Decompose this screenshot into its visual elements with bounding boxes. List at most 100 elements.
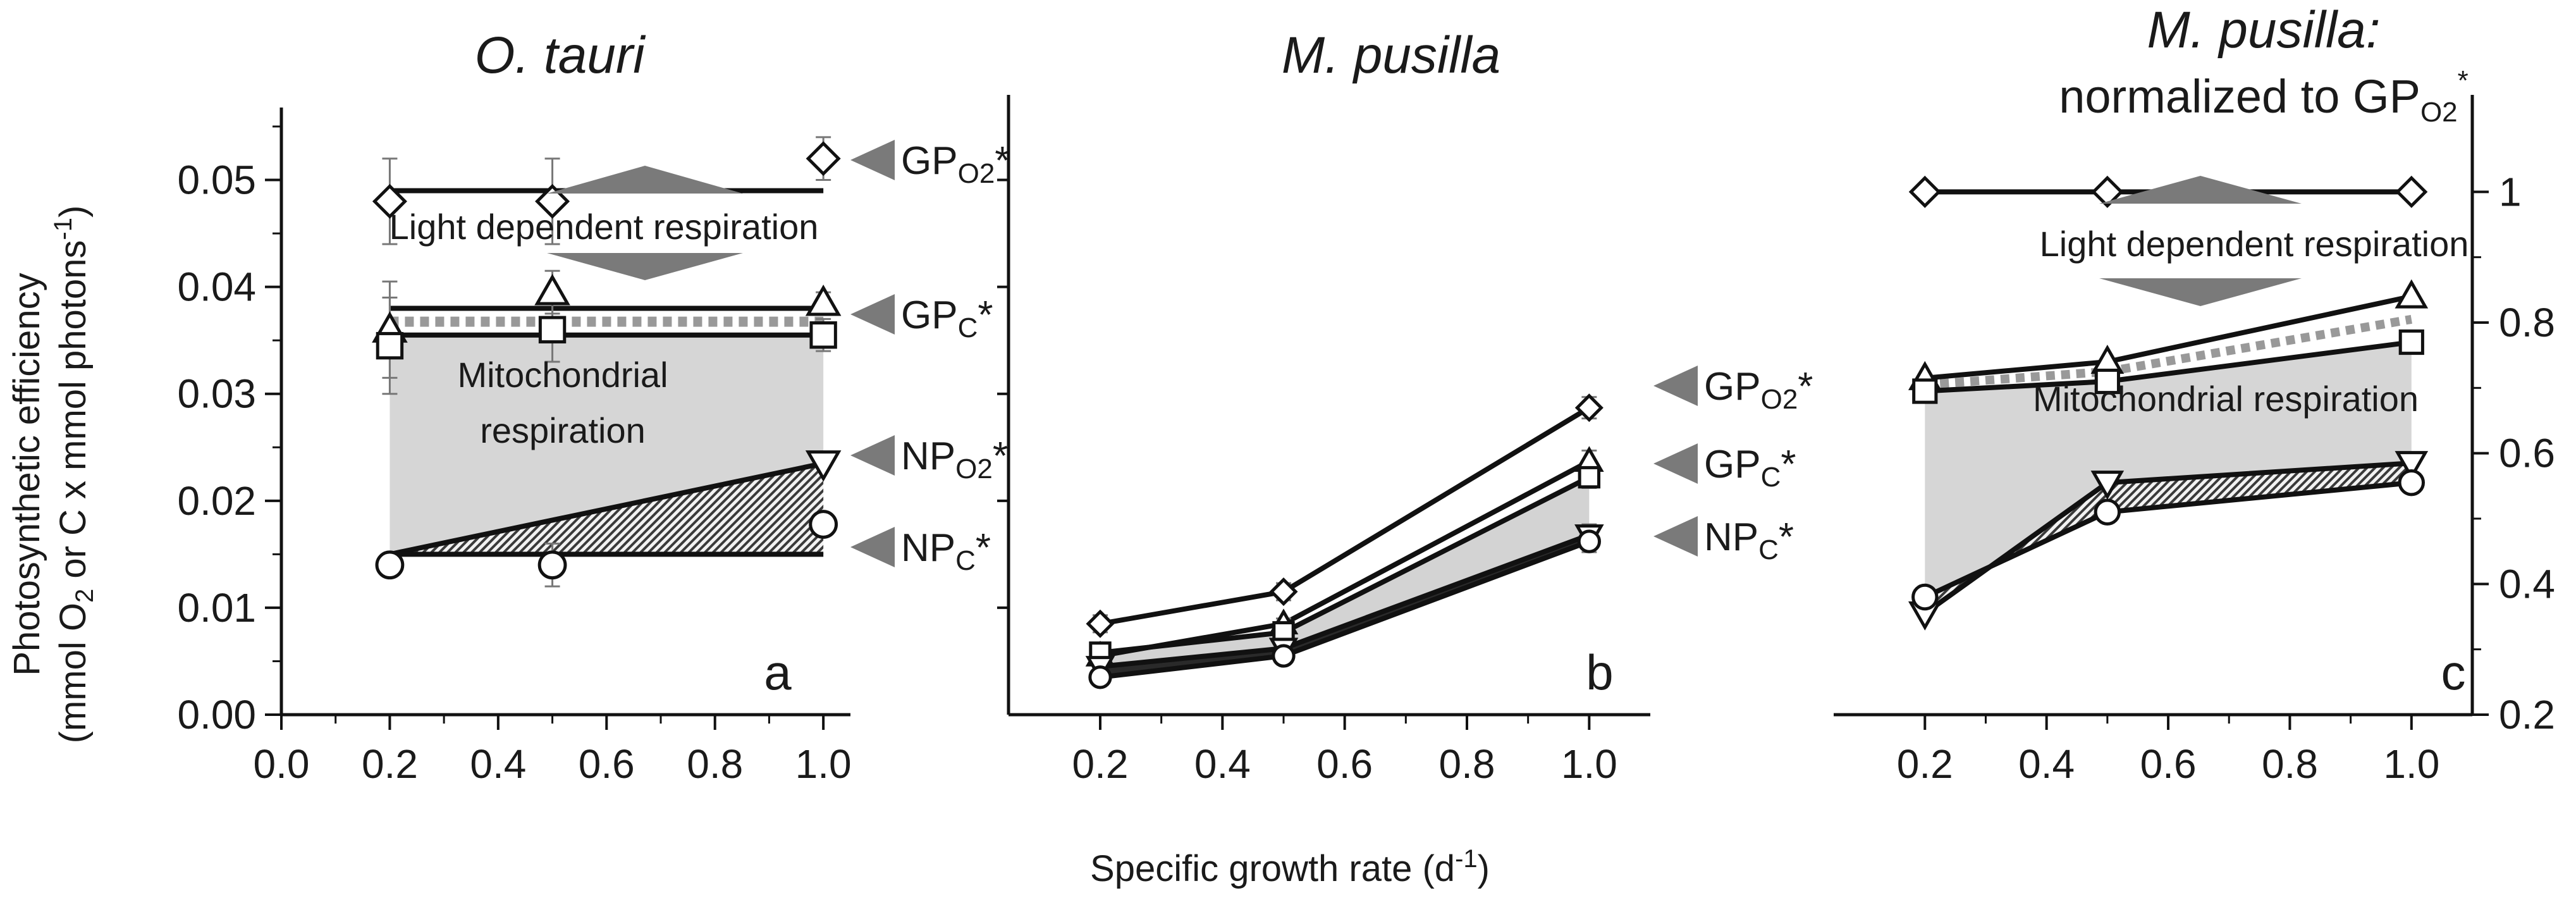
legend-arrow-gpo2-b [1653,366,1698,406]
point-a-square [376,331,404,360]
panel-c-y-tick-label: 0.6 [2499,431,2555,476]
np-difference-area-c [1925,463,2412,613]
legend-arrow-gpc-b [1653,443,1698,484]
legend-arrow-npc-a [850,527,895,567]
legend-npo2-a: NPO2* [901,435,1008,484]
panel-b: M. pusilla 0.2 0.4 0.6 0.8 1.0 GPO2* GPC* NP… [997,27,1813,889]
legend-gpc-a: GPC* [901,293,993,343]
x-axis-label: Specific growth rate (d-1) [1090,845,1490,889]
panel-c-light-respiration-label: Light dependent respiration [2040,224,2469,264]
panel-b-fill-areas [1100,477,1590,677]
panel-c-up-arrow [2099,176,2302,204]
panel-c-mito-label: Mitochondrial respiration [2033,379,2419,419]
point-b-square [1578,465,1601,489]
panel-c-x-tick-label: 0.2 [1897,741,1953,787]
legend-arrow-npc-b [1653,516,1698,557]
panel-a-y-tick-label: 0.01 [177,585,256,631]
panel-a-y-tick-label: 0.03 [177,371,256,417]
panel-a-down-arrow [547,253,743,280]
y-axis-label-line1: Photosynthetic efficiency [6,273,47,675]
point-a-circle [375,550,405,580]
panel-c-markers [1908,175,2429,631]
panel-a-legend: GPO2* GPC* NPO2* NPC* [850,139,1010,576]
panel-a-up-arrow [547,166,743,194]
legend-arrow-gpo2-a [850,140,895,180]
panel-b-letter: b [1586,644,1613,700]
panel-a-y-tick-label: 0.05 [177,157,256,203]
panel-a-y-tick-label: 0.02 [177,478,256,524]
panel-a-x-tick-label: 0.8 [687,741,743,787]
legend-arrow-npo2-a [850,435,895,476]
legend-arrow-gpc-a [850,294,895,335]
point-a-square [809,321,837,349]
panel-a-title: O. tauri [475,27,647,84]
point-a-diamond [806,141,841,176]
panel-c-y-tick-label: 0.8 [2499,300,2555,345]
point-c-triangle-up [2395,279,2429,309]
point-b-diamond [1086,609,1115,638]
point-c-square [1912,378,1938,404]
legend-npc-b: NPC* [1704,515,1794,565]
panel-a-x-tick-label: 0.4 [470,741,526,787]
panel-b-title: M. pusilla [1282,27,1500,84]
panel-c-down-arrow [2099,278,2302,306]
panel-c-y-tick-label: 0.4 [2499,561,2555,607]
point-c-diamond [2091,175,2124,208]
mito-respiration-area-a [389,335,824,555]
panel-a-x-tick-label: 0.0 [254,741,310,787]
panel-c-x-tick-label: 0.4 [2018,741,2075,787]
point-c-circle [2398,469,2426,496]
panel-a-markers [372,141,842,580]
point-c-square [2094,368,2120,395]
point-c-circle [1911,583,1939,611]
point-a-circle [809,510,838,539]
panel-c-subtitle: normalized to GPO2* [2059,65,2469,128]
legend-gpc-b: GPC* [1704,443,1796,493]
panel-c-y-tick-label: 1 [2499,169,2522,214]
panel-c-title: M. pusilla: [2147,1,2380,59]
panel-c-x-tick-label: 0.8 [2262,741,2318,787]
point-a-diamond [372,183,407,219]
point-b-circle [1577,529,1601,553]
y-axis-label-line2: (mmol O2 or C x mmol photons-1) [49,206,99,744]
legend-npc-a: NPC* [901,526,991,576]
point-b-circle [1088,665,1112,689]
point-c-diamond [1908,175,1941,208]
panel-b-x-tick-label: 1.0 [1561,741,1617,787]
point-c-square [2398,329,2424,355]
panel-a-x-tick-label: 1.0 [795,741,852,787]
panel-a-mito-label-2: respiration [480,410,645,450]
legend-gpo2-b: GPO2* [1704,365,1813,415]
panel-b-x-tick-label: 0.2 [1072,741,1129,787]
point-a-diamond [535,183,570,219]
panel-b-markers [1085,393,1604,689]
panel-c: M. pusilla: normalized to GPO2* 0.2 0.4 0.… [1834,1,2555,787]
point-a-triangle-up [534,274,570,305]
point-b-diamond [1574,393,1604,422]
point-a-triangle-down [805,450,842,482]
panel-a-axes: 0.0 0.2 0.4 0.6 0.8 1.0 0.00 0.01 0.02 0.03 0.04 0.… [177,108,852,787]
point-a-circle [537,550,567,580]
panel-a-light-respiration-label: Light dependent respiration [389,207,819,247]
point-a-square [538,316,567,343]
point-b-diamond [1269,577,1298,607]
mito-respiration-area-b [1100,477,1590,667]
legend-gpo2-a: GPO2* [901,139,1010,189]
point-c-diamond [2395,175,2428,208]
fit-line-a-triangle-down [389,460,824,557]
panel-c-axes: 0.2 0.4 0.6 0.8 1.0 0.2 0.4 0.6 0.8 1 [1834,95,2555,787]
panel-a-x-tick-label: 0.6 [579,741,635,787]
panel-c-y-tick-label: 0.2 [2499,692,2555,737]
panel-b-x-tick-label: 0.6 [1316,741,1373,787]
panel-a-letter: a [764,644,792,700]
panel-a: O. tauri 0.0 0.2 0.4 0.6 0.8 1.00.000.010.020… [6,27,1010,787]
panel-a-mito-label-1: Mitochondrial [457,355,668,395]
panel-a-x-tick-label: 0.2 [362,741,418,787]
panel-b-x-tick-label: 0.8 [1439,741,1495,787]
panel-b-legend: GPO2* GPC* NPC* [1653,365,1813,565]
panel-a-y-tick-label: 0.04 [177,264,256,310]
panel-a-y-tick-label: 0.00 [177,692,256,737]
panel-c-x-tick-label: 1.0 [2383,741,2439,787]
point-c-circle [2094,498,2121,526]
